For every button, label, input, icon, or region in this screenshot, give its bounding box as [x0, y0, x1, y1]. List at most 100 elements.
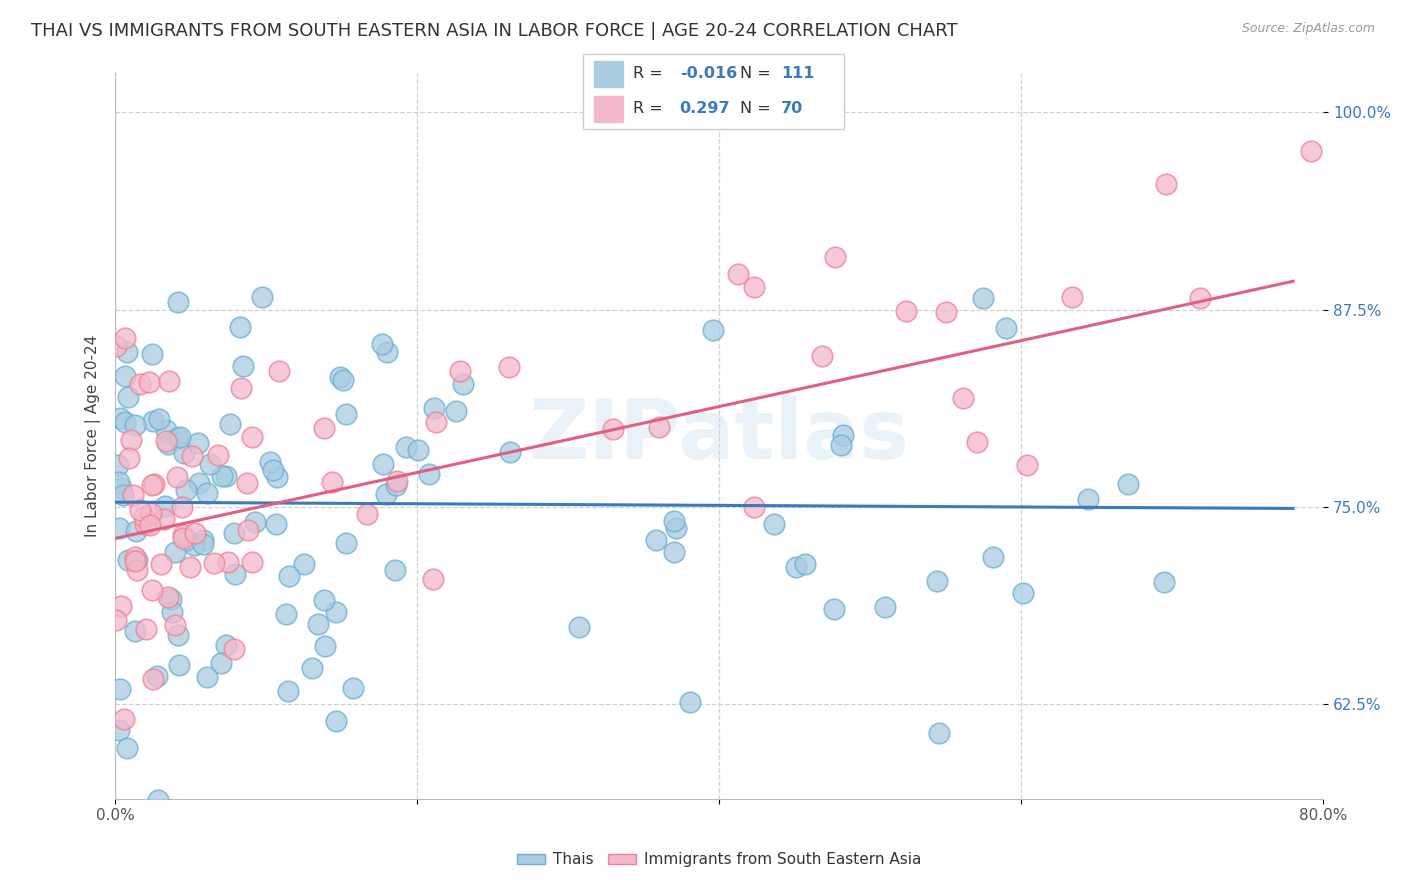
Point [174, 483, 197, 497]
Point [236, 523, 259, 537]
Point [240, 555, 263, 569]
Point [240, 430, 263, 444]
Point [105, 339, 128, 353]
Point [108, 410, 131, 425]
Point [1060, 290, 1083, 304]
Point [215, 638, 238, 652]
Point [155, 434, 177, 449]
Point [727, 267, 749, 281]
Point [301, 661, 323, 675]
Text: ZIPatlas: ZIPatlas [529, 395, 910, 476]
Point [972, 291, 994, 305]
Point [498, 359, 520, 374]
Point [315, 639, 337, 653]
Point [499, 445, 522, 459]
Point [236, 476, 259, 491]
Point [124, 549, 146, 564]
Point [444, 403, 467, 417]
Point [166, 431, 188, 445]
Point [179, 560, 201, 574]
Point [135, 623, 157, 637]
Bar [593, 96, 623, 122]
Point [1017, 458, 1039, 472]
Point [114, 415, 136, 429]
Point [108, 521, 131, 535]
Bar [593, 62, 623, 87]
Point [124, 417, 146, 432]
Point [1012, 586, 1035, 600]
Point [142, 477, 165, 491]
Point [1299, 144, 1322, 158]
Point [167, 294, 190, 309]
Point [823, 601, 845, 615]
Text: 70: 70 [782, 102, 803, 116]
Point [329, 370, 352, 384]
Point [1077, 491, 1099, 506]
Point [335, 536, 357, 550]
Point [229, 381, 252, 395]
Point [1116, 477, 1139, 491]
Point [187, 436, 209, 450]
Point [117, 553, 139, 567]
Point [202, 556, 225, 570]
Point [211, 469, 233, 483]
Point [665, 521, 688, 535]
Point [160, 605, 183, 619]
Point [138, 375, 160, 389]
Point [110, 481, 132, 495]
Point [117, 390, 139, 404]
Point [108, 682, 131, 697]
Point [207, 448, 229, 462]
Point [229, 320, 252, 334]
Point [981, 549, 1004, 564]
Point [125, 524, 148, 538]
Point [141, 347, 163, 361]
Point [169, 430, 191, 444]
Point [307, 617, 329, 632]
Point [191, 533, 214, 547]
Point [927, 574, 949, 588]
Point [664, 514, 686, 528]
Point [180, 449, 202, 463]
Point [274, 607, 297, 622]
Point [149, 557, 172, 571]
Point [995, 321, 1018, 335]
Point [166, 470, 188, 484]
Point [141, 477, 163, 491]
Point [245, 515, 267, 529]
Point [894, 304, 917, 318]
Point [145, 669, 167, 683]
Point [277, 683, 299, 698]
Point [325, 714, 347, 728]
Text: N =: N = [740, 67, 776, 81]
Point [142, 414, 165, 428]
Point [952, 391, 974, 405]
Point [264, 517, 287, 532]
Point [314, 421, 336, 435]
Point [157, 374, 180, 388]
Point [217, 555, 239, 569]
Point [395, 440, 418, 454]
Point [811, 350, 834, 364]
Point [1154, 177, 1177, 191]
Point [118, 451, 141, 466]
Point [125, 553, 148, 567]
Point [292, 557, 315, 571]
Point [209, 656, 232, 670]
Point [139, 518, 162, 533]
Point [1189, 291, 1212, 305]
Point [188, 476, 211, 491]
Point [125, 563, 148, 577]
Point [371, 457, 394, 471]
Point [793, 557, 815, 571]
Point [215, 468, 238, 483]
Point [172, 531, 194, 545]
Point [122, 488, 145, 502]
Point [198, 457, 221, 471]
Point [384, 563, 406, 577]
Point [172, 500, 194, 514]
Point [252, 290, 274, 304]
Point [662, 545, 685, 559]
Point [120, 433, 142, 447]
Point [195, 670, 218, 684]
